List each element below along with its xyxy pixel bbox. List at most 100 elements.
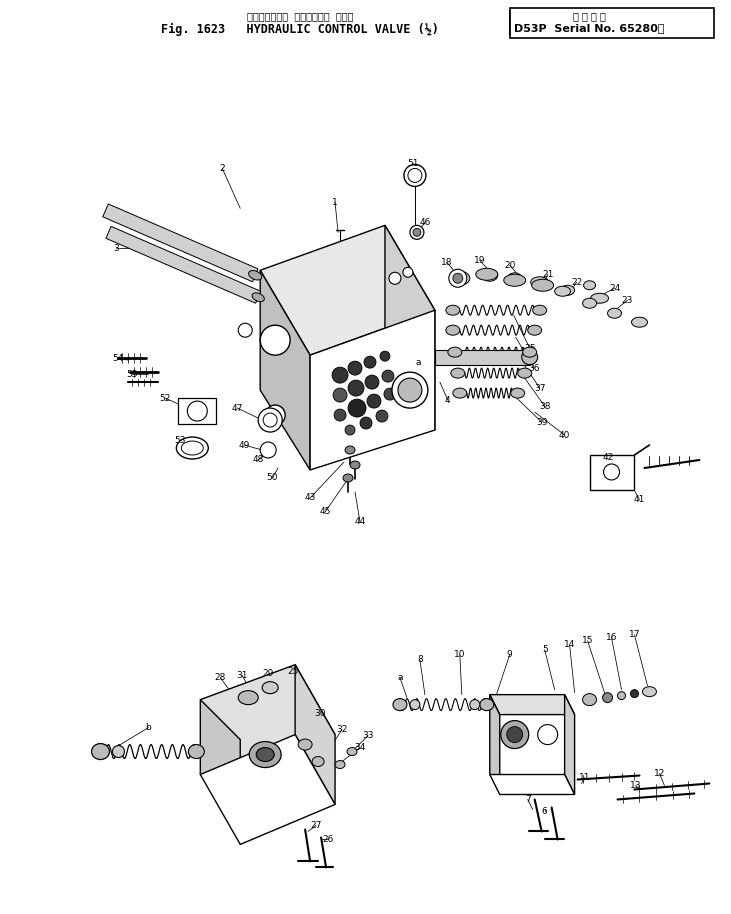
Ellipse shape (410, 226, 424, 239)
Circle shape (413, 228, 421, 237)
Polygon shape (106, 227, 261, 303)
Ellipse shape (528, 325, 542, 335)
Text: 20: 20 (504, 260, 515, 270)
Polygon shape (490, 774, 575, 794)
Circle shape (334, 409, 346, 421)
Text: 3: 3 (113, 244, 119, 253)
Text: D53P  Serial No. 65280～: D53P Serial No. 65280～ (515, 23, 664, 33)
Text: 34: 34 (355, 743, 366, 752)
Polygon shape (590, 455, 635, 490)
Text: 29: 29 (262, 669, 274, 678)
Text: 24: 24 (609, 283, 620, 292)
Text: 8: 8 (417, 655, 423, 664)
Text: 19: 19 (474, 256, 485, 265)
Ellipse shape (393, 698, 407, 710)
Ellipse shape (508, 272, 522, 283)
Ellipse shape (249, 271, 262, 280)
Text: 40: 40 (559, 430, 570, 440)
Text: 25: 25 (287, 667, 299, 676)
Ellipse shape (476, 269, 498, 281)
Ellipse shape (531, 277, 549, 288)
Ellipse shape (448, 347, 462, 357)
Text: 適 用 号 機: 適 用 号 機 (573, 11, 606, 21)
Text: 5: 5 (542, 645, 548, 654)
Text: 55: 55 (126, 369, 138, 378)
Polygon shape (385, 226, 435, 430)
Circle shape (238, 324, 252, 337)
Text: 21: 21 (542, 270, 553, 279)
Text: 43: 43 (304, 494, 316, 503)
Ellipse shape (189, 745, 204, 759)
Circle shape (360, 417, 372, 429)
Ellipse shape (181, 441, 203, 455)
Ellipse shape (347, 748, 357, 756)
Circle shape (452, 273, 463, 283)
Ellipse shape (618, 692, 626, 699)
Text: 16: 16 (606, 633, 617, 643)
Circle shape (260, 325, 290, 356)
Circle shape (398, 378, 422, 402)
Text: 42: 42 (603, 453, 614, 462)
Text: 23: 23 (622, 296, 633, 304)
Text: 28: 28 (215, 674, 226, 682)
Ellipse shape (91, 744, 110, 760)
Ellipse shape (533, 305, 547, 315)
Circle shape (507, 727, 523, 742)
Text: 13: 13 (629, 781, 641, 790)
Text: 38: 38 (539, 401, 550, 410)
Text: 50: 50 (266, 473, 278, 483)
Text: 49: 49 (238, 441, 250, 450)
Polygon shape (200, 735, 335, 845)
Text: 18: 18 (441, 258, 452, 267)
Ellipse shape (298, 739, 312, 750)
Text: 39: 39 (536, 418, 548, 427)
Circle shape (348, 361, 362, 375)
Circle shape (408, 168, 422, 183)
Text: 41: 41 (634, 495, 645, 505)
Text: 2: 2 (219, 164, 225, 173)
Ellipse shape (252, 292, 265, 302)
Text: a: a (397, 674, 403, 682)
Polygon shape (310, 310, 435, 470)
Text: b: b (405, 384, 411, 393)
Ellipse shape (450, 271, 470, 285)
Ellipse shape (345, 446, 355, 454)
Circle shape (263, 413, 277, 427)
Circle shape (380, 351, 390, 361)
Ellipse shape (480, 698, 493, 710)
Text: 53: 53 (175, 436, 186, 444)
Circle shape (345, 425, 355, 435)
Polygon shape (295, 664, 335, 804)
Text: 22: 22 (571, 278, 582, 287)
Polygon shape (564, 695, 575, 794)
Circle shape (332, 367, 348, 383)
Text: 4: 4 (445, 396, 450, 405)
Ellipse shape (176, 437, 208, 459)
Text: 37: 37 (534, 384, 545, 393)
Ellipse shape (446, 325, 460, 335)
Text: 47: 47 (232, 404, 243, 412)
Circle shape (392, 372, 428, 408)
Text: 31: 31 (237, 671, 248, 680)
Ellipse shape (511, 388, 525, 399)
Ellipse shape (631, 690, 638, 697)
Polygon shape (200, 699, 240, 814)
Circle shape (265, 405, 285, 425)
Text: 12: 12 (654, 769, 665, 778)
Ellipse shape (555, 286, 571, 296)
Circle shape (604, 464, 619, 480)
Ellipse shape (518, 368, 531, 378)
Ellipse shape (591, 293, 608, 303)
Text: 7: 7 (525, 795, 531, 804)
Text: Fig. 1623   HYDRAULIC CONTROL VALVE (½): Fig. 1623 HYDRAULIC CONTROL VALVE (½) (162, 23, 439, 36)
Ellipse shape (583, 298, 596, 308)
Circle shape (403, 267, 413, 277)
Polygon shape (260, 226, 435, 356)
Ellipse shape (643, 686, 656, 696)
Ellipse shape (335, 760, 345, 769)
Ellipse shape (249, 741, 281, 768)
Ellipse shape (256, 748, 274, 761)
Circle shape (449, 270, 467, 287)
Ellipse shape (446, 305, 460, 315)
Text: a: a (415, 357, 420, 367)
